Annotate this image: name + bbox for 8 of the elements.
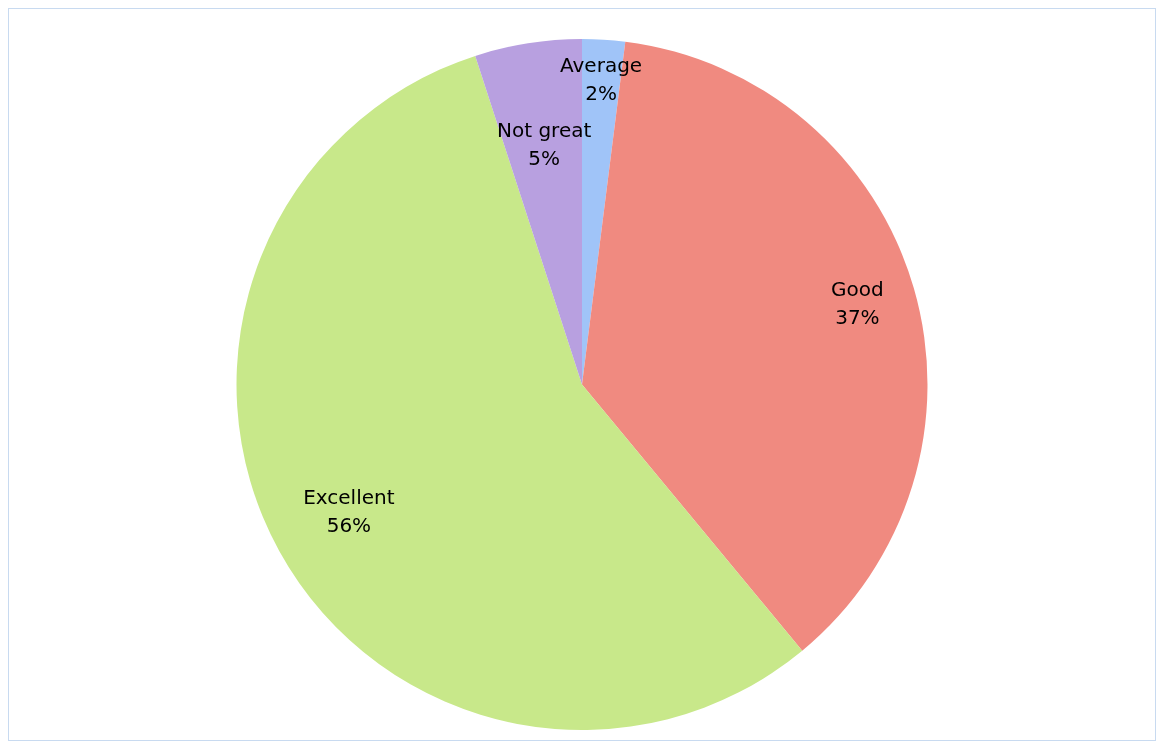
slice-label: Excellent bbox=[303, 484, 395, 509]
data-label: 56% bbox=[326, 512, 372, 537]
slice-label: Good bbox=[831, 276, 884, 301]
slice-label: Average bbox=[560, 53, 643, 78]
data-label: 2% bbox=[585, 81, 617, 106]
data-label: 5% bbox=[528, 145, 561, 170]
slice-label: Not great bbox=[497, 117, 592, 142]
data-label: 37% bbox=[835, 304, 880, 329]
